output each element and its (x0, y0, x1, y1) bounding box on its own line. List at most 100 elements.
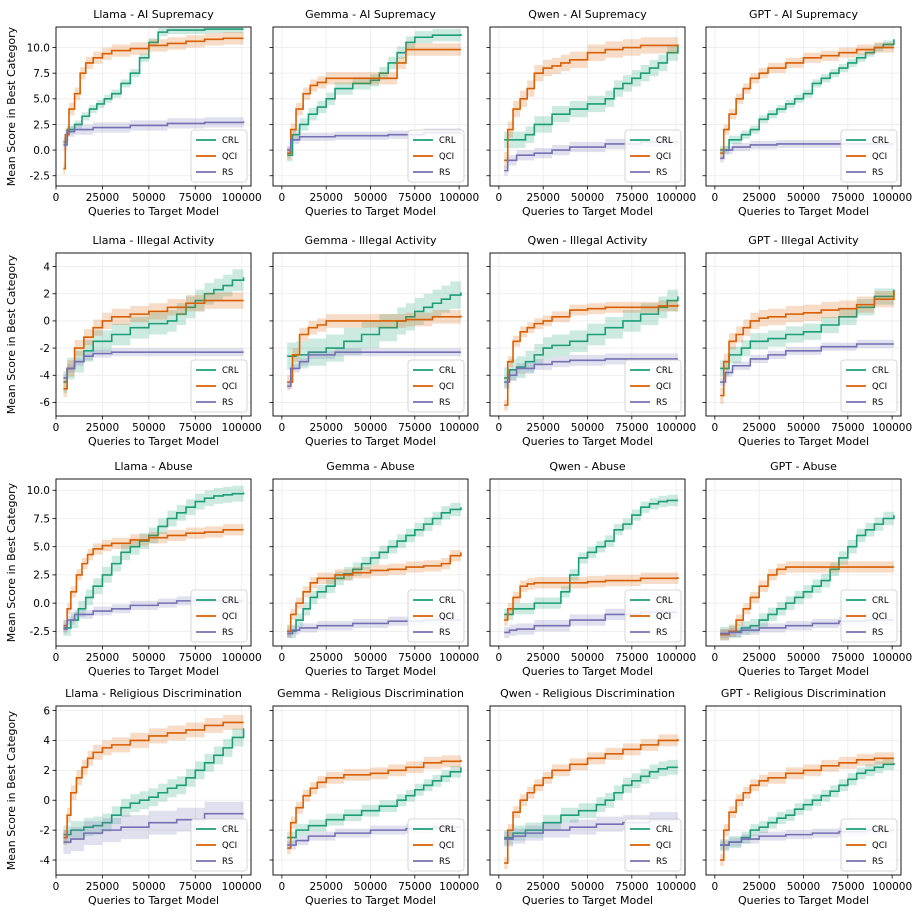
subplot-title: Llama - Illegal Activity (93, 234, 215, 247)
band-rs (63, 116, 244, 151)
legend: CRL QCI RS (840, 818, 898, 872)
band-crl (504, 36, 678, 149)
legend-box (624, 818, 682, 872)
series-line-crl (720, 39, 895, 151)
y-tick-label: 5.0 (33, 542, 50, 554)
plot-area (287, 278, 462, 391)
y-tick-label: 2.5 (33, 119, 50, 131)
x-tick-label: 25000 (742, 881, 775, 893)
band-crl (287, 761, 461, 844)
legend-label-crl: CRL (872, 596, 889, 606)
x-tick-label: 75000 (615, 881, 648, 893)
x-tick-label: 100000 (656, 192, 696, 204)
x-tick-label: 0 (279, 422, 286, 434)
legend-label-qci: QCI (656, 382, 671, 392)
y-tick-label: 5.0 (33, 94, 50, 106)
y-tick-label: 10.0 (27, 42, 50, 54)
x-tick-label: 75000 (398, 192, 431, 204)
band-crl (287, 278, 461, 370)
x-tick-label: 0 (712, 881, 719, 893)
x-tick-label: 50000 (132, 652, 165, 664)
x-tick-label: 75000 (179, 192, 212, 204)
x-tick-label: 100000 (439, 422, 479, 434)
x-tick-label: 50000 (132, 192, 165, 204)
x-tick-label: 50000 (787, 881, 820, 893)
series-line-rs (504, 358, 678, 383)
legend-label-rs: RS (222, 857, 233, 867)
x-axis-label: Queries to Target Model (738, 435, 869, 448)
x-tick-label: 50000 (354, 192, 387, 204)
series-line-crl (720, 289, 895, 370)
x-axis-label: Queries to Target Model (305, 894, 436, 907)
band-crl (720, 35, 894, 155)
x-tick-label: 25000 (86, 192, 119, 204)
x-tick-label: 75000 (831, 652, 864, 664)
legend-label-qci: QCI (439, 382, 454, 392)
band-qci (504, 299, 678, 411)
x-tick-label: 50000 (354, 422, 387, 434)
legend-box (190, 589, 248, 643)
y-tick-label: 6 (43, 705, 50, 717)
series-line-rs (63, 351, 244, 379)
x-tick-label: 75000 (615, 192, 648, 204)
x-tick-label: 25000 (526, 652, 559, 664)
x-tick-label: 0 (496, 652, 503, 664)
x-tick-label: 75000 (831, 192, 864, 204)
x-tick-label: 100000 (872, 422, 912, 434)
x-tick-label: 50000 (787, 652, 820, 664)
legend-label-rs: RS (872, 168, 883, 178)
x-tick-label: 0 (53, 652, 60, 664)
legend-label-rs: RS (656, 168, 667, 178)
series-line-crl (63, 492, 245, 629)
x-tick-label: 25000 (86, 652, 119, 664)
subplot-1: 0 25000 50000 75000 100000 Gemma - AI Suprema… (269, 8, 479, 218)
legend-label-qci: QCI (222, 612, 237, 622)
series-line-crl (720, 762, 895, 846)
series-line-qci (504, 304, 679, 406)
axes-frame (55, 252, 252, 417)
legend: CRL QCI RS (624, 359, 682, 413)
legend-box (190, 359, 248, 413)
legend-label-crl: CRL (872, 136, 889, 146)
band-qci (720, 282, 894, 404)
series-line-qci (287, 759, 462, 849)
x-tick-label: 25000 (526, 881, 559, 893)
series-line-crl (63, 28, 244, 143)
subplot-title: Gemma - Abuse (326, 460, 415, 473)
series-line-rs (720, 343, 894, 383)
legend: CRL QCI RS (624, 129, 682, 183)
x-tick-label: 0 (712, 192, 719, 204)
y-tick-label: -2 (40, 825, 50, 837)
x-tick-label: 75000 (179, 652, 212, 664)
x-tick-label: 0 (712, 422, 719, 434)
y-tick-label: 0 (43, 795, 50, 807)
y-tick-label: 2 (43, 765, 50, 777)
y-tick-label: 2 (43, 289, 50, 301)
band-crl (63, 484, 244, 636)
x-tick-label: 100000 (656, 422, 696, 434)
series-line-crl (287, 507, 462, 633)
x-tick-label: 100000 (656, 881, 696, 893)
legend-box (407, 129, 465, 183)
x-axis-label: Queries to Target Model (522, 665, 653, 678)
x-tick-label: 100000 (439, 881, 479, 893)
subplot-0: 0 25000 50000 75000 100000 -2.5 0.0 2.5 5.0 7.5 10… (5, 8, 262, 218)
x-tick-label: 50000 (132, 881, 165, 893)
x-tick-label: 50000 (787, 192, 820, 204)
subplot-4: 0 25000 50000 75000 100000 -6 -4 -2 0 2 4 Llama - I… (5, 234, 262, 448)
x-axis-label: Queries to Target Model (738, 894, 869, 907)
legend-box (190, 818, 248, 872)
subplot-8: 0 25000 50000 75000 100000 -2.5 0.0 2.5 5.0 7.5 10… (5, 460, 262, 678)
x-tick-label: 0 (53, 881, 60, 893)
plot-area (720, 281, 895, 404)
band-crl (287, 28, 461, 162)
x-tick-label: 0 (496, 881, 503, 893)
x-tick-label: 0 (712, 652, 719, 664)
x-tick-label: 100000 (872, 652, 912, 664)
x-tick-label: 50000 (132, 422, 165, 434)
x-axis-label: Queries to Target Model (305, 205, 436, 218)
series-line-crl (720, 515, 895, 635)
series-line-qci (504, 738, 679, 864)
subplot-title: GPT - AI Supremacy (749, 8, 859, 21)
y-tick-label: -2.5 (30, 626, 51, 638)
